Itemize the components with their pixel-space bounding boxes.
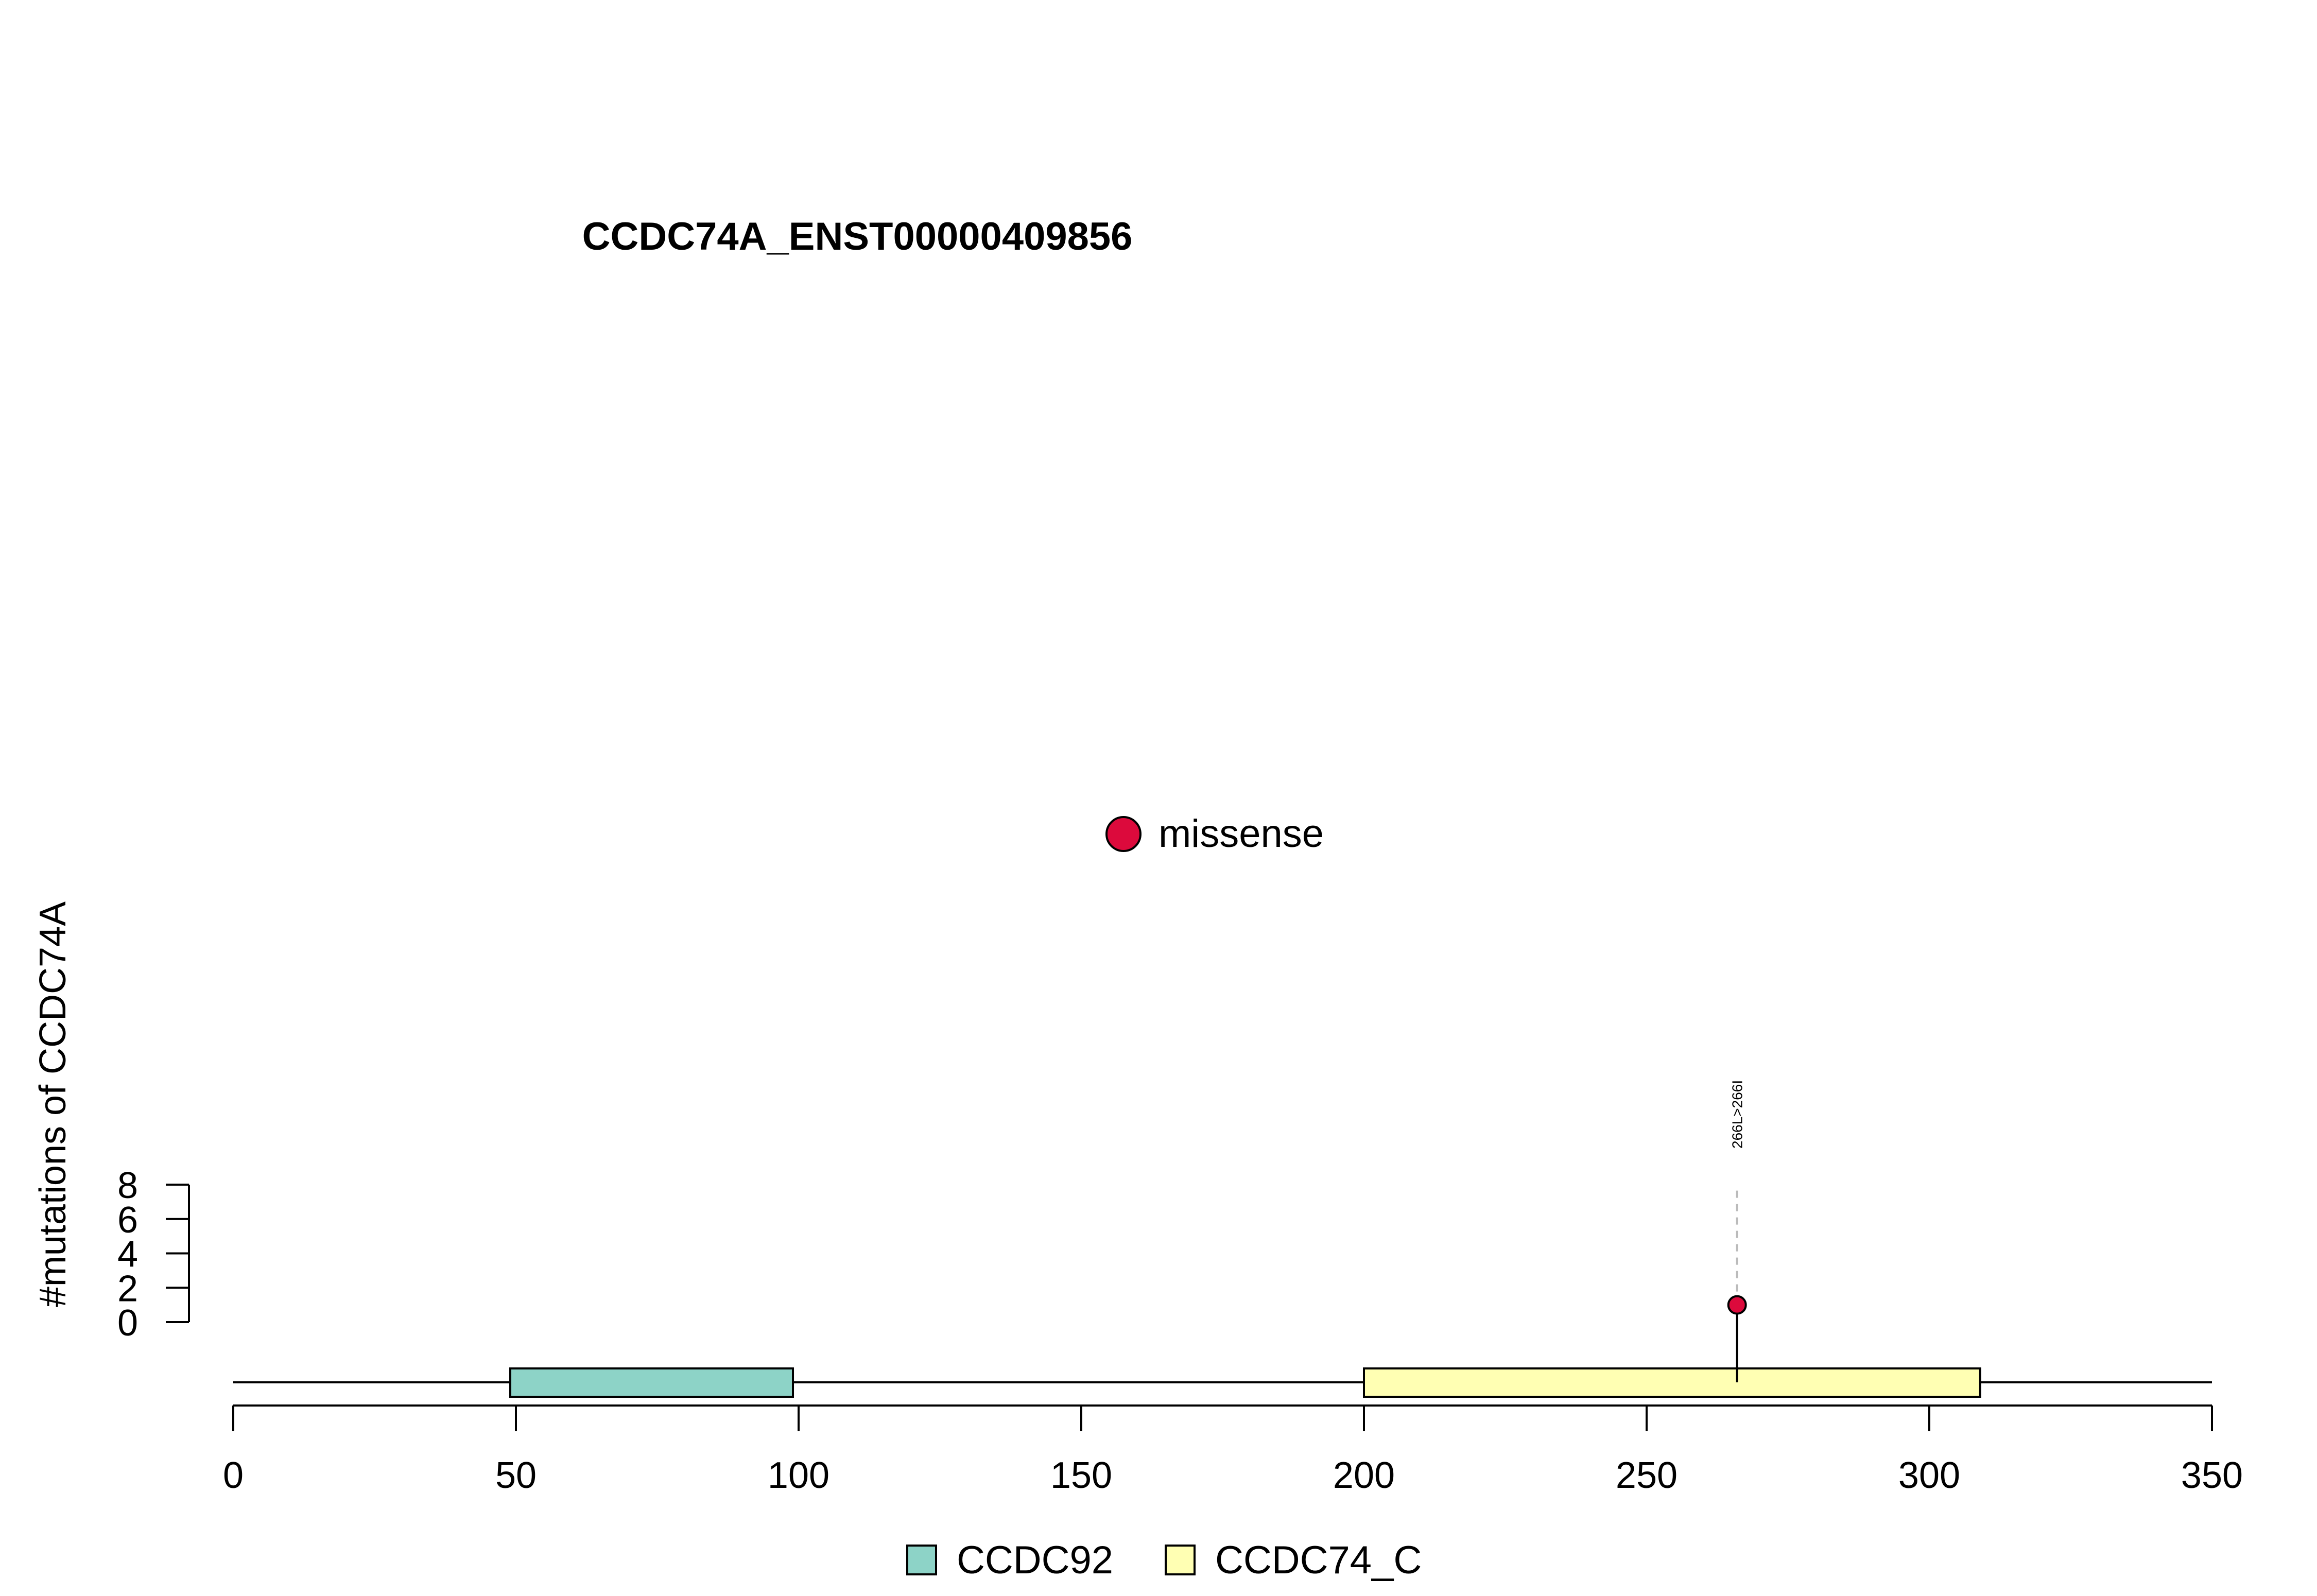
mutation-point xyxy=(1727,1295,1747,1315)
domain-ccdc92 xyxy=(509,1367,794,1398)
legend-marker-missense xyxy=(1105,816,1142,852)
y-tick-label: 6 xyxy=(117,1200,138,1241)
y-axis-label: #mutations of CCDC74A xyxy=(32,901,74,1307)
domain-ccdc74-c xyxy=(1363,1367,1981,1398)
domain-legend-swatch xyxy=(1165,1545,1196,1575)
x-tick-label: 250 xyxy=(1616,1455,1678,1496)
x-tick-label: 100 xyxy=(768,1455,829,1496)
x-tick-label: 50 xyxy=(495,1455,537,1496)
protein-track xyxy=(233,1367,2212,1398)
mutation-label: 266L>266I xyxy=(1730,1080,1745,1149)
x-axis: 0 50 100 150 200 250 300 350 xyxy=(223,1404,2243,1496)
x-tick-label: 350 xyxy=(2181,1455,2243,1496)
legend-label-missense: missense xyxy=(1158,812,1324,856)
y-tick-label: 0 xyxy=(117,1303,138,1344)
mutation-legend: missense xyxy=(1105,812,1324,856)
y-tick-label: 4 xyxy=(117,1234,138,1275)
domain-legend-label: CCDC74_C xyxy=(1215,1538,1422,1582)
domain-legend-swatch xyxy=(906,1545,937,1575)
domain-legend: CCDC92 CCDC74_C xyxy=(906,1538,1422,1582)
domain-legend-label: CCDC92 xyxy=(957,1538,1113,1582)
x-tick-label: 300 xyxy=(1898,1455,1960,1496)
x-tick-label: 200 xyxy=(1333,1455,1395,1496)
chart-title: CCDC74A_ENST00000409856 xyxy=(582,215,1133,258)
x-tick-label: 150 xyxy=(1050,1455,1112,1496)
y-tick-label: 2 xyxy=(117,1268,138,1309)
y-tick-label: 8 xyxy=(117,1165,138,1206)
mutation-lollipops: 266L>266I xyxy=(1727,1080,1747,1382)
x-tick-label: 0 xyxy=(223,1455,244,1496)
